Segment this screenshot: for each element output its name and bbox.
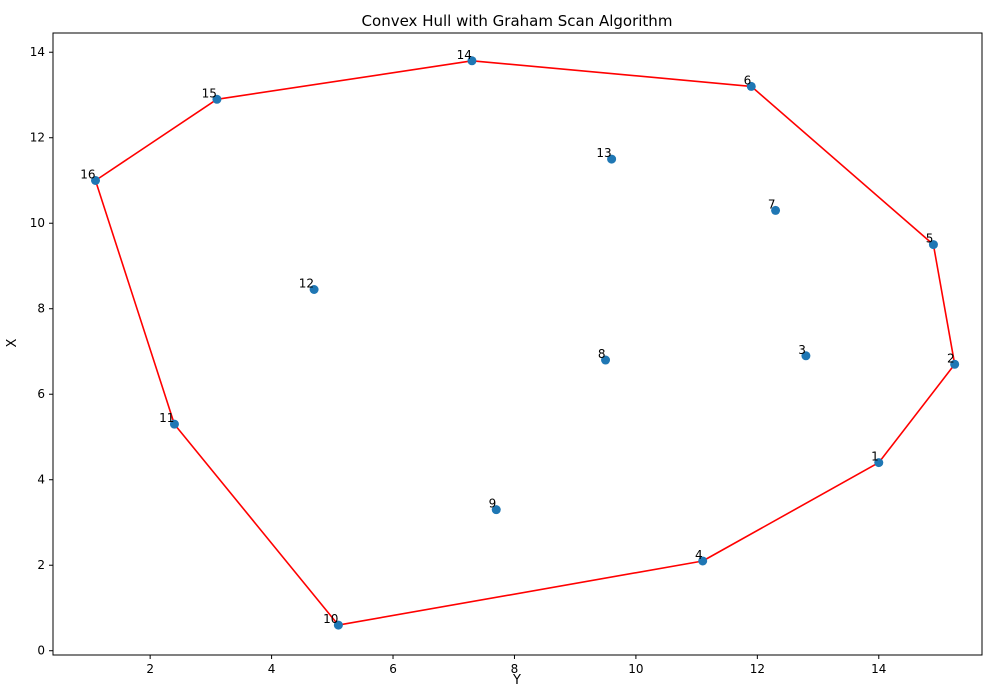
point-label-2: 2 [947, 351, 955, 365]
hull-layer [94, 59, 956, 626]
point-label-13: 13 [596, 146, 611, 160]
data-point-14 [467, 56, 477, 66]
point-label-5: 5 [926, 232, 934, 246]
data-point-8 [601, 355, 611, 365]
hull-line [94, 59, 956, 626]
point-label-16: 16 [80, 167, 95, 181]
x-axis-label: Y [512, 673, 521, 688]
data-point-16 [91, 175, 101, 185]
data-point-4 [698, 556, 708, 566]
x-tick-label-8: 8 [511, 662, 519, 676]
point-label-12: 12 [299, 276, 314, 290]
data-point-13 [607, 154, 617, 164]
point-label-4: 4 [695, 548, 703, 562]
y-axis-label: X [5, 338, 20, 347]
y-axis-ticks: 0 2 4 6 8 10 12 14 [30, 45, 53, 658]
y-tick-label-6: 6 [37, 387, 45, 401]
x-tick-label-12: 12 [750, 662, 765, 676]
x-axis-ticks: 2 4 6 8 10 12 14 [146, 655, 886, 676]
x-tick-label-10: 10 [628, 662, 643, 676]
data-point-11 [169, 419, 179, 429]
y-tick-label-4: 4 [37, 473, 45, 487]
data-point-15 [212, 94, 222, 104]
x-tick-label-4: 4 [268, 662, 276, 676]
data-point-7 [771, 205, 781, 215]
y-tick-label-2: 2 [37, 558, 45, 572]
y-tick-label-14: 14 [30, 45, 45, 59]
point-label-1: 1 [871, 450, 879, 464]
data-point-2 [950, 359, 960, 369]
point-label-11: 11 [159, 411, 174, 425]
y-tick-label-8: 8 [37, 302, 45, 316]
point-label-3: 3 [798, 343, 806, 357]
data-point-12 [309, 284, 319, 294]
plot-frame [52, 32, 983, 656]
points-layer [91, 56, 960, 630]
y-tick-label-10: 10 [30, 216, 45, 230]
data-point-6 [746, 81, 756, 91]
point-label-14: 14 [457, 48, 472, 62]
y-tick-label-12: 12 [30, 131, 45, 145]
data-point-9 [491, 505, 501, 515]
chart-title: Convex Hull with Graham Scan Algorithm [362, 12, 673, 30]
y-tick-label-0: 0 [37, 644, 45, 658]
data-point-10 [333, 620, 343, 630]
point-label-6: 6 [744, 73, 752, 87]
x-tick-label-6: 6 [389, 662, 397, 676]
point-label-15: 15 [202, 86, 217, 100]
point-label-10: 10 [323, 612, 338, 626]
data-point-3 [801, 351, 811, 361]
point-label-8: 8 [598, 347, 606, 361]
x-tick-label-14: 14 [871, 662, 886, 676]
point-label-7: 7 [768, 197, 776, 211]
x-tick-label-2: 2 [146, 662, 154, 676]
point-label-9: 9 [489, 497, 497, 511]
data-point-1 [874, 458, 884, 468]
data-point-5 [928, 240, 938, 250]
